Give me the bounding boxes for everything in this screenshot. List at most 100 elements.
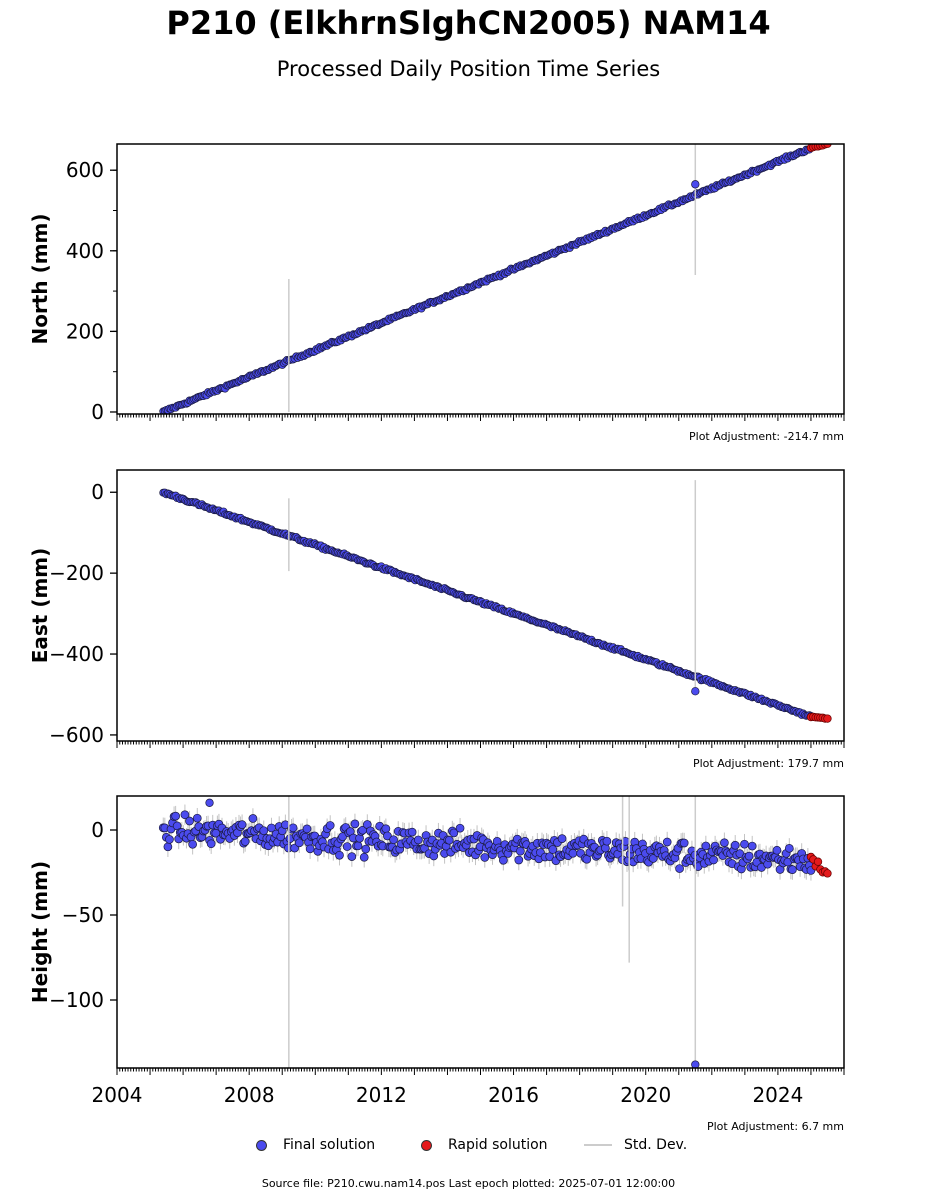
final-point <box>347 852 357 861</box>
final-point <box>389 835 398 845</box>
final-point <box>188 839 197 849</box>
final-point <box>335 850 344 860</box>
final-point <box>342 842 352 851</box>
final-point <box>206 839 216 849</box>
ytick-label: −400 <box>49 642 104 666</box>
final-point <box>294 838 304 848</box>
final-point <box>185 816 194 826</box>
final-point <box>557 834 567 843</box>
final-point <box>361 844 371 854</box>
final-point <box>480 853 490 862</box>
final-point <box>165 835 174 844</box>
final-point <box>240 837 250 846</box>
xtick-label: 2008 <box>224 1083 275 1107</box>
final-point <box>288 823 298 833</box>
ytick-label: −100 <box>49 988 104 1012</box>
ytick-label: 200 <box>66 319 104 343</box>
chart-legend: Final solution Rapid solution Std. Dev. <box>0 1137 937 1157</box>
rapid-point <box>823 714 832 723</box>
plot-adjustment-east: Plot Adjustment: 179.7 mm <box>693 757 844 770</box>
final-point <box>602 836 612 846</box>
final-point <box>648 854 658 863</box>
final-point <box>163 842 173 852</box>
ylabel-east: East (mm) <box>28 548 52 664</box>
ylabel-north: North (mm) <box>28 213 52 344</box>
final-point <box>305 844 315 854</box>
final-point <box>747 841 757 851</box>
final-points <box>159 488 815 720</box>
xtick-label: 2004 <box>92 1083 143 1107</box>
final-point <box>444 835 454 845</box>
final-point <box>192 813 202 823</box>
final-point <box>548 845 558 854</box>
rapid-point <box>823 144 832 148</box>
rapid-point <box>813 857 823 866</box>
legend-rapid-marker <box>421 1139 432 1151</box>
legend-stddev-label: Std. Dev. <box>624 1137 688 1153</box>
final-point <box>740 839 749 849</box>
xtick-label: 2012 <box>356 1083 407 1107</box>
final-point <box>679 838 689 848</box>
final-point <box>514 855 524 865</box>
ytick-label: 0 <box>91 400 104 424</box>
final-point <box>784 844 794 853</box>
outlier-point <box>205 798 214 807</box>
outlier-point <box>691 687 700 696</box>
final-point <box>709 855 718 865</box>
ylabel-height: Height (mm) <box>28 861 52 1003</box>
legend-final-marker <box>256 1139 267 1151</box>
final-point <box>407 827 417 837</box>
final-point <box>730 840 740 850</box>
final-point <box>325 821 335 830</box>
legend-rapid: Rapid solution <box>421 1137 548 1153</box>
final-point <box>350 819 360 829</box>
final-point <box>720 838 729 848</box>
final-point <box>772 845 782 855</box>
plot-area-north <box>159 144 832 414</box>
final-point <box>545 852 555 862</box>
source-note: Source file: P210.cwu.nam14.pos Last epo… <box>261 1177 676 1190</box>
final-points <box>158 810 816 875</box>
final-point <box>237 820 247 829</box>
plot-adjustment-north: Plot Adjustment: -214.7 mm <box>689 430 844 443</box>
final-point <box>498 855 508 865</box>
xtick-label: 2020 <box>620 1083 671 1107</box>
final-point <box>744 851 754 861</box>
final-point <box>180 810 190 820</box>
rapid-point <box>823 869 832 878</box>
final-point <box>675 864 684 873</box>
legend-stddev: Std. Dev. <box>584 1137 687 1153</box>
final-point <box>701 841 711 851</box>
final-point <box>455 823 465 833</box>
outlier-point <box>691 1060 700 1068</box>
xtick-label: 2016 <box>488 1083 539 1107</box>
xtick-label: 2024 <box>752 1083 803 1107</box>
chart-title: P210 (ElkhrnSlghCN2005) NAM14 <box>166 4 771 42</box>
ytick-label: −50 <box>62 903 104 927</box>
final-point <box>413 835 423 845</box>
outlier-point <box>691 180 700 189</box>
legend-rapid-label: Rapid solution <box>448 1137 548 1153</box>
ytick-label: 0 <box>91 480 104 504</box>
plot-area-height <box>158 796 832 1068</box>
final-point <box>568 848 578 858</box>
legend-stddev-marker <box>584 1144 612 1146</box>
ytick-label: −200 <box>49 561 104 585</box>
plot-adjustment-height: Plot Adjustment: 6.7 mm <box>707 1120 844 1133</box>
ytick-label: 0 <box>91 818 104 842</box>
final-point <box>449 828 459 838</box>
ytick-label: −600 <box>49 723 104 747</box>
chart-subtitle: Processed Daily Position Time Series <box>276 57 661 81</box>
final-point <box>248 814 258 823</box>
legend-final-label: Final solution <box>283 1137 376 1153</box>
final-point <box>788 865 797 874</box>
final-point <box>359 852 369 862</box>
final-point <box>353 841 363 851</box>
ytick-label: 400 <box>66 239 104 263</box>
final-point <box>259 826 269 836</box>
final-point <box>515 846 525 856</box>
ytick-label: 600 <box>66 158 104 182</box>
final-point <box>171 811 180 821</box>
final-points <box>159 144 815 414</box>
